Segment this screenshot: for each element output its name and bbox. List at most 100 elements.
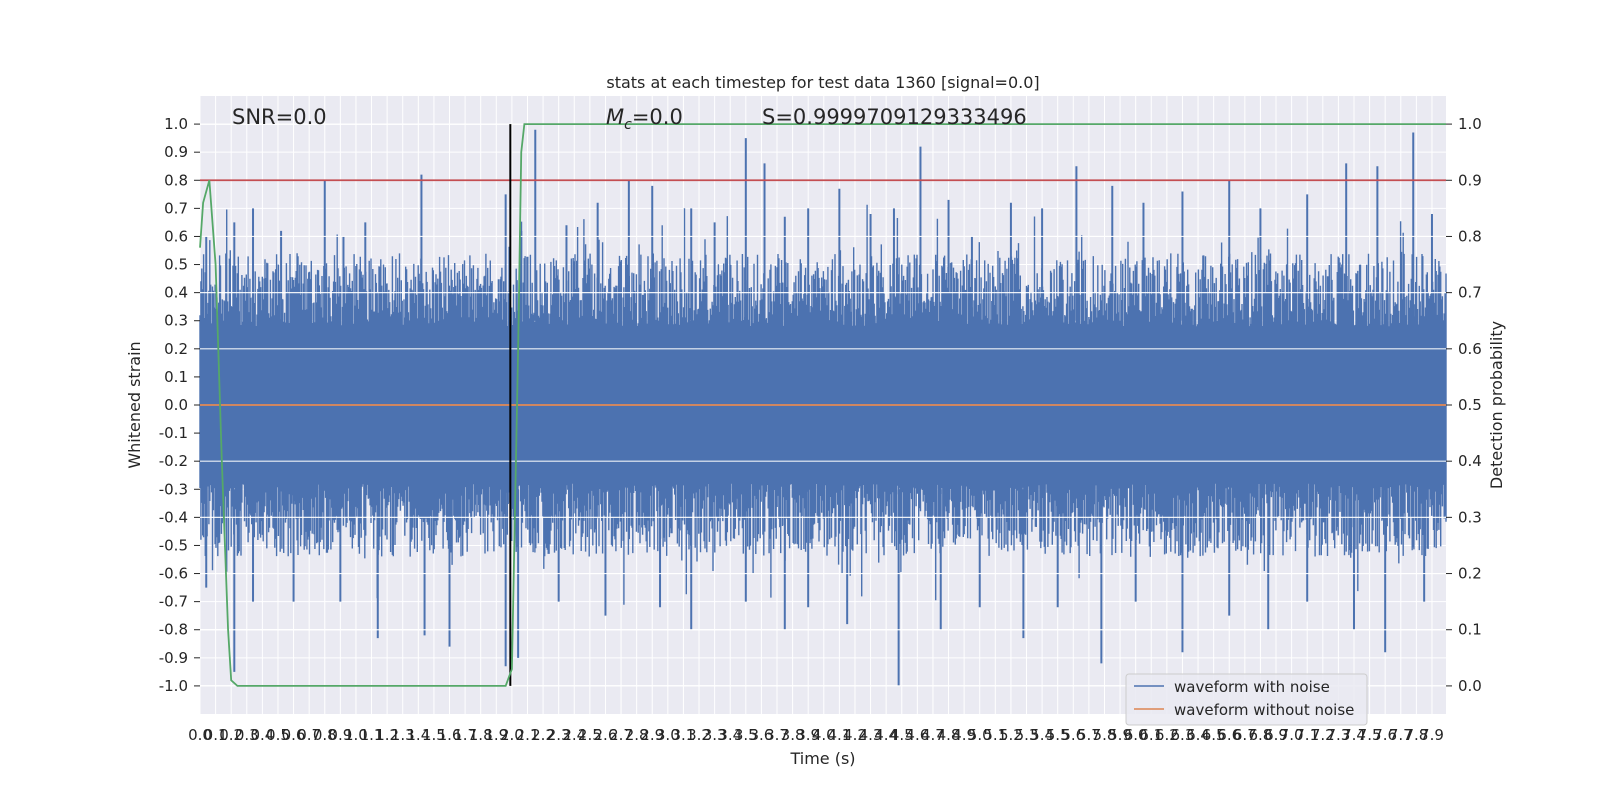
x-tick-label: 0.8: [313, 726, 337, 744]
x-tick-label: 3.3: [703, 726, 727, 744]
x-tick-label: 0.7: [297, 726, 321, 744]
x-tick-label: 7.6: [1373, 726, 1397, 744]
legend-box: [1125, 673, 1368, 726]
y2-tick-label: 0.2: [1458, 565, 1482, 583]
x-tick-label: 0.3: [235, 726, 259, 744]
x-tick-label: 4.2: [843, 726, 867, 744]
x-tick-label: 3.5: [734, 726, 758, 744]
x-tick-label: 6.6: [1217, 726, 1241, 744]
annotation-mc-symbol: M: [606, 105, 624, 129]
x-tick-label: 5.7: [1077, 726, 1101, 744]
axes: 0.00.10.20.30.40.50.60.70.80.91.01.11.21…: [159, 115, 1482, 744]
annotation-mc-value: =0.0: [632, 105, 683, 129]
x-tick-label: 2.9: [640, 726, 664, 744]
y2-tick-label: 0.0: [1458, 677, 1482, 695]
x-tick-label: 1.8: [469, 726, 493, 744]
x-tick-label: 2.1: [516, 726, 540, 744]
y-tick-label: 1.0: [164, 115, 188, 133]
x-tick-label: 6.9: [1264, 726, 1288, 744]
x-tick-label: 7.4: [1342, 726, 1366, 744]
x-tick-label: 4.8: [937, 726, 961, 744]
y2-tick-label: 0.5: [1458, 396, 1482, 414]
x-tick-label: 4.6: [905, 726, 929, 744]
x-tick-label: 5.2: [999, 726, 1023, 744]
x-tick-label: 7.2: [1311, 726, 1335, 744]
y-tick-label: -0.1: [159, 424, 188, 442]
y-tick-label: -0.9: [159, 649, 188, 667]
x-tick-label: 6.5: [1202, 726, 1226, 744]
x-tick-label: 6.0: [1124, 726, 1148, 744]
x-tick-label: 4.1: [827, 726, 851, 744]
annotation-s: S=0.9999709129333496: [762, 105, 1027, 129]
y-tick-label: 0.9: [164, 143, 188, 161]
y2-tick-label: 0.8: [1458, 227, 1482, 245]
x-tick-label: 2.7: [609, 726, 633, 744]
x-axis-label: Time (s): [789, 749, 855, 768]
series-detection-probability: [199, 123, 1446, 687]
x-tick-label: 6.2: [1155, 726, 1179, 744]
x-tick-label: 0.1: [204, 726, 228, 744]
x-tick-label: 2.4: [562, 726, 586, 744]
x-tick-label: 2.3: [547, 726, 571, 744]
y-tick-label: 0.6: [164, 227, 188, 245]
x-tick-label: 5.6: [1061, 726, 1085, 744]
y-tick-label: 0.3: [164, 312, 188, 330]
x-tick-label: 3.7: [765, 726, 789, 744]
x-tick-label: 7.8: [1404, 726, 1428, 744]
x-tick-label: 2.5: [578, 726, 602, 744]
y-tick-label: -0.5: [159, 536, 188, 554]
x-tick-label: 7.9: [1420, 726, 1444, 744]
y-tick-label: -0.3: [159, 480, 188, 498]
y-tick-label: 0.8: [164, 171, 188, 189]
x-tick-label: 0.0: [188, 726, 212, 744]
x-tick-label: 2.2: [531, 726, 555, 744]
y2-tick-label: 0.6: [1458, 340, 1482, 358]
x-tick-label: 5.3: [1015, 726, 1039, 744]
x-tick-label: 0.5: [266, 726, 290, 744]
x-tick-label: 5.5: [1046, 726, 1070, 744]
x-tick-label: 5.8: [1093, 726, 1117, 744]
x-tick-label: 2.8: [625, 726, 649, 744]
x-tick-label: 3.2: [687, 726, 711, 744]
x-tick-label: 3.9: [796, 726, 820, 744]
x-tick-label: 4.7: [921, 726, 945, 744]
annotation-mc-subscript: c: [624, 117, 632, 133]
x-tick-label: 4.9: [952, 726, 976, 744]
x-tick-label: 7.5: [1358, 726, 1382, 744]
y2-tick-label: 0.1: [1458, 621, 1482, 639]
y-tick-label: 0.0: [164, 396, 188, 414]
x-tick-label: 4.4: [874, 726, 898, 744]
annotation-mc: Mc=0.0: [606, 105, 683, 133]
x-tick-label: 1.2: [375, 726, 399, 744]
x-tick-label: 3.0: [656, 726, 680, 744]
x-tick-label: 1.1: [360, 726, 384, 744]
annotation-snr: SNR=0.0: [232, 105, 327, 129]
x-tick-label: 5.4: [1030, 726, 1054, 744]
legend-label-clean: waveform without noise: [1174, 701, 1354, 719]
x-tick-label: 4.3: [859, 726, 883, 744]
x-tick-label: 1.9: [484, 726, 508, 744]
x-tick-label: 6.1: [1139, 726, 1163, 744]
chart-lines: [199, 123, 1446, 687]
y-tick-label: -1.0: [159, 677, 188, 695]
legend: waveform with noise waveform without noi…: [1125, 673, 1368, 726]
y-tick-label: -0.7: [159, 593, 188, 611]
x-tick-label: 4.5: [890, 726, 914, 744]
x-tick-label: 2.6: [594, 726, 618, 744]
x-tick-label: 7.1: [1295, 726, 1319, 744]
x-tick-label: 3.6: [749, 726, 773, 744]
x-tick-label: 0.4: [250, 726, 274, 744]
x-tick-label: 3.8: [781, 726, 805, 744]
y2-axis-label: Detection probability: [1487, 321, 1506, 489]
x-tick-label: 1.3: [391, 726, 415, 744]
y-tick-label: -0.6: [159, 565, 188, 583]
x-tick-label: 3.4: [718, 726, 742, 744]
y-tick-label: -0.8: [159, 621, 188, 639]
x-tick-label: 0.2: [219, 726, 243, 744]
y2-tick-label: 1.0: [1458, 115, 1482, 133]
x-tick-label: 6.7: [1233, 726, 1257, 744]
y-tick-label: 0.7: [164, 199, 188, 217]
x-tick-label: 1.0: [344, 726, 368, 744]
x-tick-label: 0.6: [282, 726, 306, 744]
x-tick-label: 6.3: [1171, 726, 1195, 744]
